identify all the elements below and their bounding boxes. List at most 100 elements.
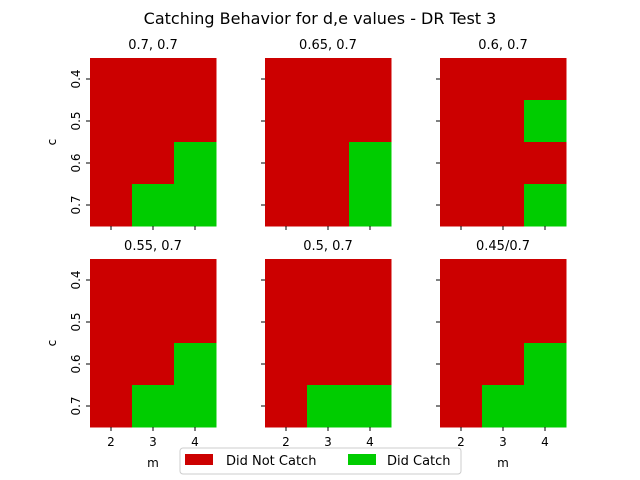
heatmap-cell xyxy=(482,301,525,344)
heatmap-cell xyxy=(440,259,483,302)
heatmap-cell xyxy=(482,142,525,185)
heatmap-cell xyxy=(349,343,392,386)
heatmap-cell xyxy=(90,58,133,101)
heatmap-cell xyxy=(265,184,308,227)
x-axis-label: m xyxy=(497,456,509,470)
heatmap-cell xyxy=(349,301,392,344)
legend-frame xyxy=(179,447,462,475)
heatmap-cell xyxy=(440,343,483,386)
heatmap-cell xyxy=(132,301,175,344)
y-tick-label: 0.5 xyxy=(69,111,83,130)
heatmap-cell xyxy=(524,100,567,143)
x-tick-label: 4 xyxy=(366,435,374,449)
heatmap-cell xyxy=(265,301,308,344)
heatmap-cell xyxy=(90,259,133,302)
heatmap-cell xyxy=(132,259,175,302)
heatmap-cell xyxy=(524,142,567,185)
heatmap-cell xyxy=(265,385,308,428)
heatmap-panel: 0.65, 0.7 xyxy=(261,38,392,230)
heatmap-cell xyxy=(349,385,392,428)
heatmap-cell xyxy=(482,343,525,386)
heatmap-cell xyxy=(307,343,350,386)
x-axis-label: m xyxy=(147,456,159,470)
heatmap-cell xyxy=(174,343,217,386)
heatmap-cell xyxy=(265,100,308,143)
heatmap-panel: 0.7, 0.7 0.4 0.5 0.6 0.7 c xyxy=(45,38,217,230)
heatmap-cell xyxy=(349,184,392,227)
heatmap-cell xyxy=(482,259,525,302)
heatmap-panel: 0.45/0.7 2 3 4 m xyxy=(436,239,567,470)
panel-title: 0.55, 0.7 xyxy=(124,239,182,254)
heatmap-cell xyxy=(440,301,483,344)
heatmap-cell xyxy=(482,385,525,428)
y-axis-label: c xyxy=(45,340,59,347)
heatmap-cell xyxy=(132,343,175,386)
heatmap-cell xyxy=(307,100,350,143)
heatmap-cell xyxy=(174,142,217,185)
legend-swatch-catch xyxy=(348,454,376,465)
heatmap-cell xyxy=(440,385,483,428)
x-tick-label: 2 xyxy=(107,435,115,449)
heatmap-cell xyxy=(307,58,350,101)
y-axis-label: c xyxy=(45,139,59,146)
panel-title: 0.6, 0.7 xyxy=(478,38,528,53)
legend: Did Not Catch Did Catch xyxy=(179,447,462,475)
x-tick-label: 4 xyxy=(191,435,199,449)
heatmap-cell xyxy=(482,100,525,143)
heatmap-cell xyxy=(524,259,567,302)
x-tick-label: 3 xyxy=(324,435,332,449)
x-tick-label: 3 xyxy=(149,435,157,449)
heatmap-cell xyxy=(440,100,483,143)
heatmap-cell xyxy=(307,142,350,185)
heatmap-cell xyxy=(132,142,175,185)
heatmap-cell xyxy=(174,385,217,428)
heatmap-cell xyxy=(482,184,525,227)
heatmap-cell xyxy=(90,301,133,344)
heatmap-cell xyxy=(307,259,350,302)
heatmap-cell xyxy=(90,142,133,185)
x-tick-label: 2 xyxy=(282,435,290,449)
heatmap-cell xyxy=(440,142,483,185)
heatmap-cell xyxy=(265,142,308,185)
y-tick-label: 0.5 xyxy=(69,312,83,331)
heatmap-cell xyxy=(524,385,567,428)
y-tick-label: 0.6 xyxy=(69,153,83,172)
heatmap-cell xyxy=(132,385,175,428)
heatmap-cell xyxy=(174,100,217,143)
heatmap-cell xyxy=(174,58,217,101)
heatmap-cell xyxy=(349,100,392,143)
panel-title: 0.65, 0.7 xyxy=(299,38,357,53)
heatmap-cell xyxy=(265,259,308,302)
heatmap-cell xyxy=(174,259,217,302)
y-tick-label: 0.4 xyxy=(69,270,83,289)
y-tick-label: 0.7 xyxy=(69,396,83,415)
heatmap-cell xyxy=(349,259,392,302)
heatmap-cell xyxy=(440,58,483,101)
y-tick-label: 0.4 xyxy=(69,69,83,88)
heatmap-cell xyxy=(440,184,483,227)
heatmap-cell xyxy=(174,184,217,227)
y-tick-label: 0.7 xyxy=(69,195,83,214)
heatmap-cell xyxy=(524,184,567,227)
heatmap-cell xyxy=(349,58,392,101)
heatmap-panel: 0.55, 0.7 0.4 0.5 0.6 0.7 2 3 4 c m xyxy=(45,239,217,470)
heatmap-cell xyxy=(132,100,175,143)
heatmap-cell xyxy=(524,58,567,101)
heatmap-cell xyxy=(265,58,308,101)
x-tick-label: 4 xyxy=(541,435,549,449)
heatmap-cell xyxy=(90,184,133,227)
legend-swatch-not-catch xyxy=(185,454,213,465)
heatmap-cell xyxy=(90,385,133,428)
heatmap-cell xyxy=(524,301,567,344)
panel-title: 0.45/0.7 xyxy=(476,239,530,254)
heatmap-cell xyxy=(524,343,567,386)
figure-title: Catching Behavior for d,e values - DR Te… xyxy=(144,9,497,28)
x-tick-label: 3 xyxy=(499,435,507,449)
heatmap-panels: 0.7, 0.7 0.4 0.5 0.6 0.7 c 0.65, 0.7 0.6, 0.7 0.… xyxy=(45,38,567,470)
heatmap-cell xyxy=(307,301,350,344)
heatmap-cell xyxy=(265,343,308,386)
heatmap-cell xyxy=(349,142,392,185)
heatmap-cell xyxy=(307,385,350,428)
